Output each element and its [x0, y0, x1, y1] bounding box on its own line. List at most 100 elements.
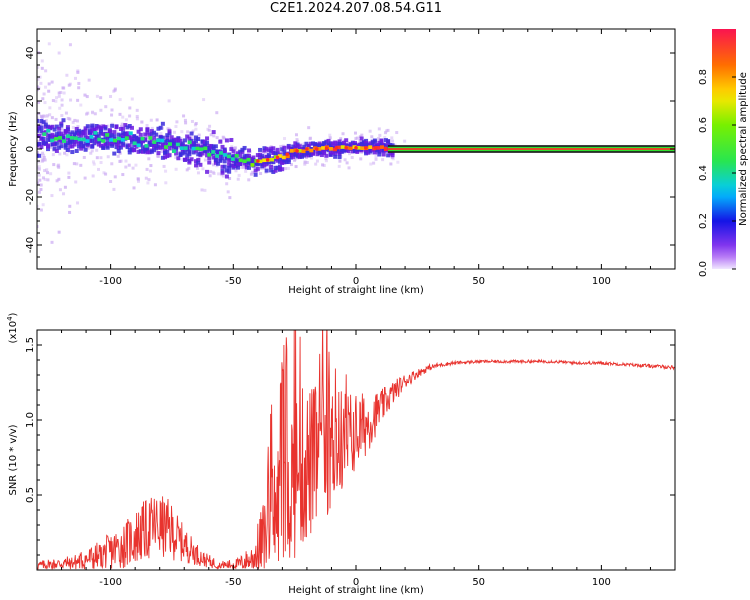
noise-speckle	[225, 182, 229, 186]
noise-speckle	[58, 106, 62, 110]
noise-speckle	[148, 138, 152, 142]
x-tick-label: -100	[99, 276, 122, 287]
spectral-band-cell	[187, 136, 192, 141]
spectral-band-cell	[85, 135, 90, 140]
noise-speckle	[187, 166, 191, 170]
noise-speckle	[79, 103, 83, 107]
noise-speckle	[159, 131, 163, 135]
spectral-band-cell	[213, 160, 218, 165]
noise-speckle	[37, 173, 41, 177]
spectral-band-cell	[121, 126, 126, 131]
spectral-band-cell	[46, 133, 51, 138]
noise-speckle	[71, 126, 75, 130]
noise-speckle	[97, 167, 101, 171]
spectral-band-cell	[90, 123, 95, 128]
spectral-band-cell	[196, 152, 201, 157]
ridge-cell	[148, 136, 153, 140]
noise-speckle	[93, 112, 97, 116]
spectral-band-cell	[381, 142, 386, 147]
spectral-band-cell	[114, 124, 119, 129]
spectral-band-cell	[96, 134, 101, 139]
spectral-band-cell	[337, 151, 342, 156]
noise-speckle	[383, 136, 387, 140]
noise-speckle	[68, 82, 72, 86]
noise-speckle	[87, 78, 91, 82]
spectral-band-cell	[50, 124, 55, 129]
noise-speckle	[42, 153, 46, 157]
spectral-band-cell	[191, 141, 196, 146]
noise-speckle	[173, 130, 177, 134]
spectral-band-cell	[189, 143, 194, 148]
spectral-band-cell	[76, 144, 81, 149]
spectral-band-cell	[138, 132, 143, 137]
spectral-band-cell	[262, 163, 267, 168]
noise-speckle	[203, 188, 207, 192]
spectral-band-cell	[324, 153, 329, 158]
noise-speckle	[57, 91, 61, 95]
noise-speckle	[132, 186, 136, 190]
noise-speckle	[57, 94, 61, 98]
noise-speckle	[384, 129, 388, 133]
noise-speckle	[391, 157, 395, 161]
y-tick-label: 1.0	[25, 412, 36, 428]
spectral-band-cell	[328, 150, 333, 155]
noise-speckle	[135, 108, 139, 112]
spectral-band-cell	[366, 150, 371, 155]
noise-speckle	[42, 114, 46, 118]
ridge-cell	[132, 141, 137, 146]
noise-speckle	[186, 130, 190, 134]
noise-speckle	[284, 167, 288, 171]
ridge-cell	[219, 151, 224, 155]
noise-speckle	[104, 172, 108, 176]
noise-speckle	[58, 152, 62, 156]
noise-speckle	[41, 97, 45, 101]
spectral-band-cell	[335, 148, 340, 153]
colorbar-tick-label: 0.0	[698, 261, 709, 277]
ridge-cell	[58, 136, 63, 140]
spectral-band-cell	[216, 149, 221, 154]
noise-speckle	[211, 163, 215, 167]
spectral-band-cell	[295, 144, 300, 149]
snr-frame	[36, 329, 676, 571]
noise-speckle	[104, 105, 108, 109]
noise-speckle	[47, 82, 51, 86]
noise-speckle	[135, 117, 139, 121]
noise-speckle	[196, 166, 200, 170]
spectral-band-cell	[198, 162, 203, 167]
y-tick-label: 40	[25, 47, 36, 60]
noise-speckle	[347, 166, 351, 170]
spectral-band-cell	[57, 137, 62, 142]
spectral-band-cell	[229, 137, 234, 142]
spectral-band-cell	[138, 127, 143, 132]
noise-speckle	[234, 169, 238, 173]
ridge-cell	[297, 148, 302, 153]
noise-speckle	[310, 156, 314, 160]
noise-speckle	[57, 163, 61, 167]
noise-speckle	[389, 162, 393, 166]
ridge-cell	[336, 145, 341, 150]
spectral-band-cell	[220, 170, 225, 175]
noise-speckle	[211, 170, 215, 174]
noise-speckle	[52, 163, 56, 167]
noise-speckle	[294, 165, 298, 169]
spectral-band-cell	[295, 154, 300, 159]
spectral-band-cell	[158, 135, 163, 140]
noise-speckle	[345, 161, 349, 165]
x-tick-label: -50	[225, 577, 241, 588]
spectral-band-cell	[229, 147, 234, 152]
ridge-cell	[226, 154, 231, 159]
y-tick-label: 20	[25, 95, 36, 108]
spectral-band-cell	[251, 157, 256, 162]
spectral-band-cell	[196, 157, 201, 162]
spectral-band-cell	[103, 126, 108, 131]
spectral-band-cell	[88, 136, 93, 141]
spectral-band-cell	[231, 163, 236, 168]
spectral-band-cell	[293, 152, 298, 157]
spectral-band-cell	[92, 141, 97, 146]
spectral-band-cell	[205, 169, 210, 174]
spectral-band-cell	[200, 151, 205, 156]
spectral-band-cell	[39, 145, 44, 150]
spectral-band-cell	[300, 147, 305, 152]
noise-speckle	[91, 160, 95, 164]
